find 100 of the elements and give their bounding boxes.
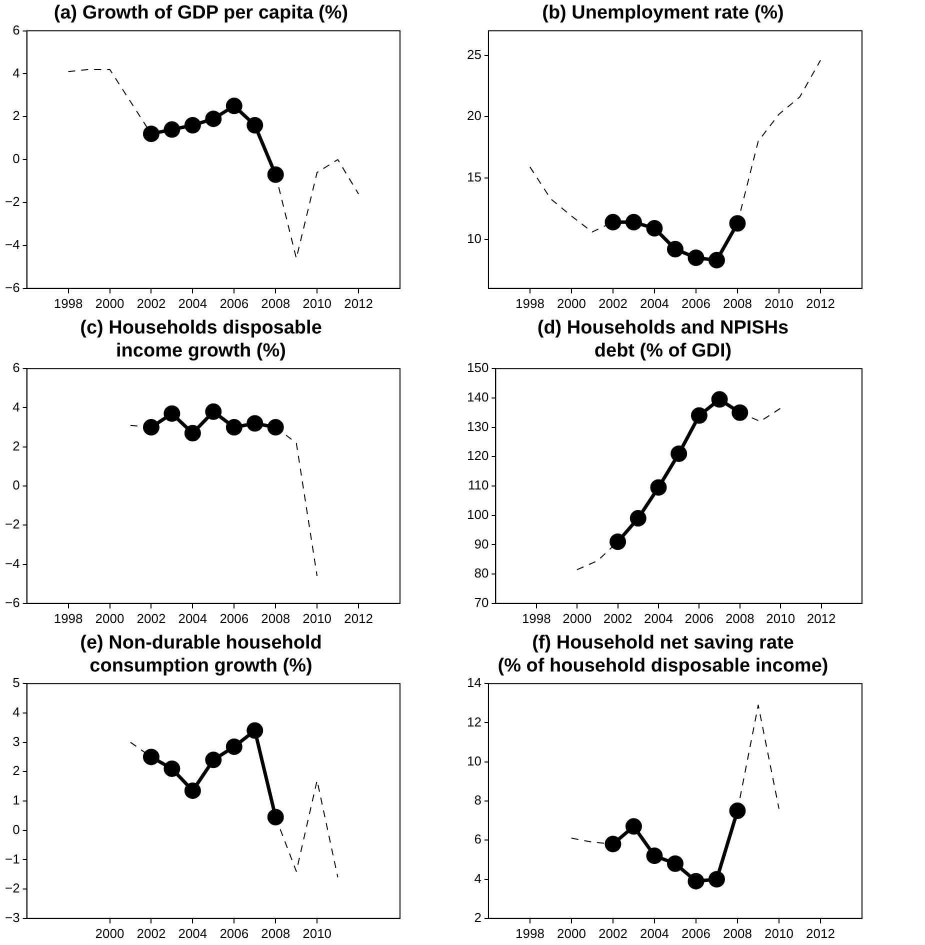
y-tick-label: 6 — [12, 360, 20, 376]
x-tick-label: 2000 — [95, 926, 124, 941]
y-tick-label: 3 — [12, 734, 20, 749]
x-tick-label: 2004 — [640, 296, 669, 311]
x-tick-label: 1998 — [516, 926, 544, 941]
y-tick-label: −2 — [4, 516, 20, 532]
x-tick-label: 2008 — [261, 926, 290, 941]
point — [732, 404, 748, 421]
point — [729, 215, 746, 232]
x-tick-label: 2004 — [640, 926, 669, 941]
x-tick-label: 2008 — [723, 296, 752, 311]
x-tick-label: 2012 — [344, 296, 373, 311]
y-tick-label: 100 — [466, 506, 489, 522]
x-tick-label: 2008 — [723, 926, 752, 941]
point — [729, 802, 746, 820]
y-tick-label: −6 — [4, 280, 20, 295]
y-tick-label: 14 — [466, 675, 482, 690]
y-tick-label: −6 — [4, 594, 20, 610]
point — [625, 818, 642, 835]
chart-title: (f) Household net saving rate (% of household disposable income) — [498, 632, 828, 676]
x-tick-label: 2008 — [261, 610, 290, 626]
x-tick-label: 2006 — [682, 926, 710, 941]
point — [670, 445, 688, 462]
y-tick-label: −4 — [4, 556, 20, 571]
point — [630, 510, 646, 527]
y-tick-label: 8 — [474, 792, 482, 808]
point — [205, 110, 222, 128]
point — [267, 808, 284, 826]
chart-title: (e) Non-durable household consumption growth (%) — [80, 632, 322, 676]
point — [688, 872, 704, 890]
point — [267, 419, 284, 436]
y-tick-label: 15 — [466, 170, 482, 185]
x-tick-label: 2010 — [766, 610, 796, 626]
y-tick-label: 80 — [474, 566, 489, 581]
point — [646, 220, 663, 237]
point — [164, 405, 180, 422]
x-tick-label: 2000 — [562, 610, 592, 626]
x-tick-label: 2010 — [764, 296, 794, 311]
y-tick-label: 0 — [12, 478, 20, 493]
y-tick-label: 10 — [466, 230, 482, 246]
point — [226, 419, 242, 436]
point — [226, 738, 242, 755]
x-tick-label: 2006 — [220, 296, 249, 311]
y-tick-label: 130 — [466, 418, 489, 434]
x-tick-label: 2000 — [95, 296, 124, 311]
x-tick-label: 2002 — [598, 926, 628, 941]
y-tick-label: 1 — [12, 792, 20, 808]
y-tick-label: −2 — [4, 194, 20, 210]
x-tick-label: 2012 — [344, 610, 373, 626]
y-tick-label: 120 — [466, 448, 489, 464]
point — [142, 748, 160, 766]
chart-title: (b) Unemployment rate (%) — [542, 2, 784, 24]
point — [708, 871, 725, 888]
point — [184, 117, 201, 134]
y-tick-label: 4 — [12, 704, 20, 720]
x-tick-label: 2002 — [603, 610, 632, 626]
point — [246, 415, 264, 432]
x-tick-label: 2010 — [302, 610, 332, 626]
y-tick-label: 4 — [474, 870, 482, 886]
point — [184, 424, 201, 442]
y-tick-label: 6 — [12, 22, 20, 38]
point — [625, 214, 642, 230]
point — [184, 782, 201, 799]
x-tick-label: 2002 — [598, 296, 628, 311]
point — [650, 479, 667, 496]
point — [205, 752, 222, 768]
point — [267, 166, 284, 183]
point — [226, 98, 242, 114]
x-tick-label: 1998 — [522, 610, 551, 626]
x-tick-label: 2012 — [806, 296, 835, 311]
chart-title: (a) Growth of GDP per capita (%) — [54, 2, 348, 24]
y-tick-label: 2 — [12, 763, 20, 778]
y-tick-label: −3 — [4, 910, 20, 925]
x-tick-label: 2004 — [644, 610, 673, 626]
x-tick-label: 2000 — [557, 926, 586, 941]
x-tick-label: 2008 — [725, 610, 754, 626]
y-tick-label: 6 — [474, 832, 482, 847]
point — [646, 848, 663, 864]
point — [610, 534, 626, 550]
point — [666, 855, 684, 872]
y-tick-label: −4 — [4, 237, 20, 252]
x-tick-label: 1998 — [516, 296, 544, 311]
x-tick-label: 1998 — [54, 296, 83, 311]
x-tick-label: 2010 — [302, 296, 332, 311]
chart-title: (d) Households and NPISHs debt (% of GDI) — [537, 318, 789, 362]
y-tick-label: 4 — [12, 399, 20, 414]
y-tick-label: 12 — [466, 714, 482, 730]
x-tick-label: 2010 — [764, 926, 794, 941]
y-tick-label: 140 — [466, 390, 489, 405]
x-tick-label: 2006 — [220, 926, 249, 941]
x-tick-label: 2002 — [136, 296, 166, 311]
y-tick-label: 110 — [468, 478, 489, 493]
y-tick-label: 2 — [12, 108, 20, 124]
x-tick-label: 2006 — [220, 610, 249, 626]
y-tick-label: 4 — [12, 65, 20, 80]
x-tick-label: 2006 — [682, 296, 710, 311]
y-tick-label: 25 — [466, 46, 482, 62]
y-tick-label: 2 — [12, 438, 20, 454]
y-tick-label: 2 — [474, 910, 482, 925]
point — [164, 121, 180, 138]
